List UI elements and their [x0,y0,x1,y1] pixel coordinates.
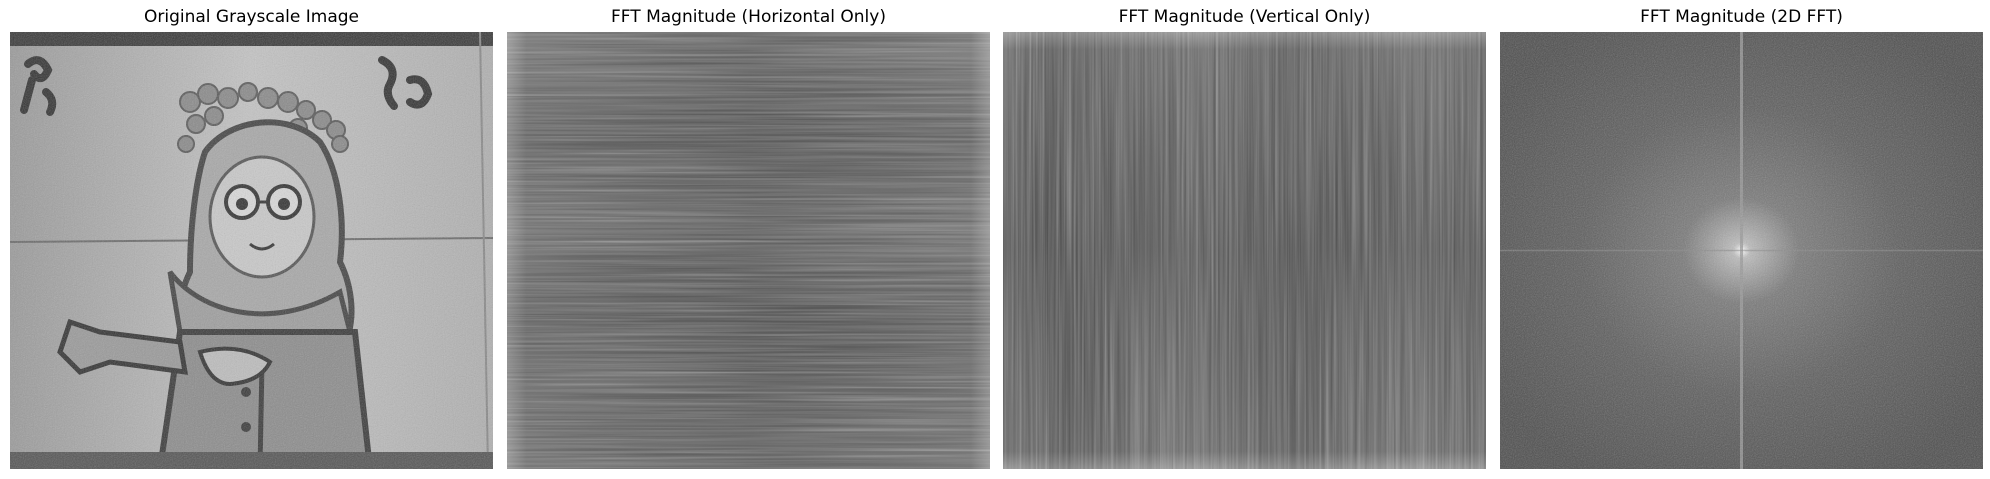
panel-fft-2d: FFT Magnitude (2D FFT) [1500,0,1983,479]
panel-fft-vertical: FFT Magnitude (Vertical Only) [1003,0,1486,479]
fft-vertical-image [1003,32,1486,469]
panel-title-fft-horizontal: FFT Magnitude (Horizontal Only) [611,7,886,27]
original-grayscale-image [10,32,493,469]
panel-original: Original Grayscale Image [10,0,493,479]
panel-title-fft-vertical: FFT Magnitude (Vertical Only) [1118,7,1371,27]
panel-title-fft-2d: FFT Magnitude (2D FFT) [1640,7,1843,27]
panel-fft-horizontal: FFT Magnitude (Horizontal Only) [507,0,990,479]
fft-2d-image [1500,32,1983,469]
panel-title-original: Original Grayscale Image [143,7,359,27]
fft-horizontal-image [507,32,990,469]
